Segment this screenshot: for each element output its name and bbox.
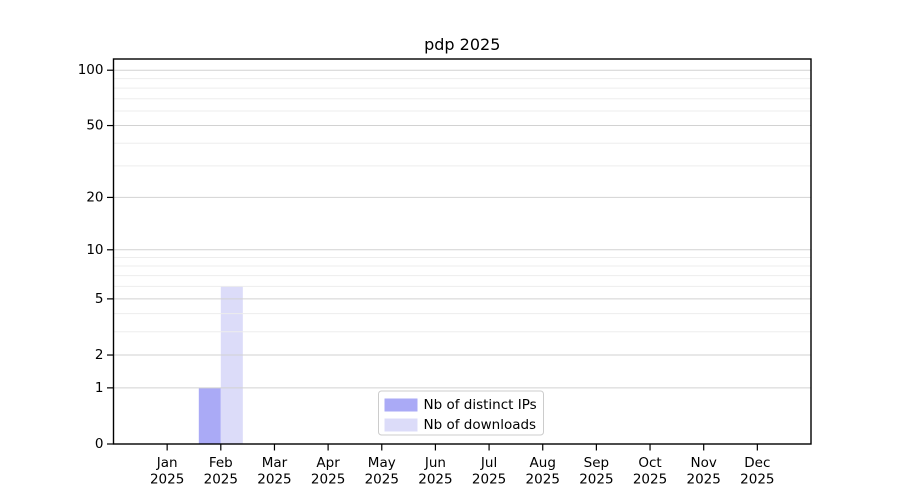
- legend-label-2: Nb of downloads: [424, 417, 537, 433]
- gridlines-minor: [113, 78, 811, 333]
- x-tick-label-year: 2025: [740, 472, 774, 488]
- legend: Nb of distinct IPs Nb of downloads: [378, 390, 544, 436]
- y-tick-label: 1: [95, 380, 104, 396]
- legend-box: [378, 390, 544, 436]
- x-tick-label-year: 2025: [418, 472, 452, 488]
- chart-title: pdp 2025: [424, 35, 500, 54]
- x-tick-label-month: Jan: [156, 455, 178, 471]
- x-tick-label-year: 2025: [365, 472, 399, 488]
- y-tick-label: 5: [95, 291, 104, 307]
- x-tick-label-year: 2025: [257, 472, 291, 488]
- bars-group: [198, 286, 243, 444]
- x-tick-label-month: Jun: [424, 455, 446, 471]
- y-tick-label: 100: [78, 62, 104, 78]
- x-tick-label-year: 2025: [472, 472, 506, 488]
- y-tick-label: 50: [86, 118, 103, 134]
- x-tick-label-month: Mar: [262, 455, 288, 471]
- x-tick-label-month: Oct: [638, 455, 661, 471]
- y-tick-label: 0: [95, 436, 104, 452]
- y-tick-label: 2: [95, 347, 104, 363]
- x-tick-label-month: Jul: [480, 455, 497, 471]
- bar-nb-of-downloads-feb: [220, 286, 243, 444]
- x-tick-label-month: May: [368, 455, 396, 471]
- y-tick-label: 10: [86, 242, 103, 258]
- x-tick-label-month: Dec: [744, 455, 770, 471]
- legend-label-1: Nb of distinct IPs: [424, 397, 537, 413]
- y-tick-label: 20: [86, 189, 103, 205]
- x-tick-label-year: 2025: [311, 472, 345, 488]
- legend-swatch-2: [384, 418, 418, 432]
- x-tick-label-month: Nov: [691, 455, 717, 471]
- y-axis: [107, 69, 114, 445]
- x-tick-label-year: 2025: [204, 472, 238, 488]
- x-tick-label-month: Aug: [530, 455, 556, 471]
- x-tick-label-month: Feb: [209, 455, 233, 471]
- x-tick-label-month: Apr: [316, 455, 340, 471]
- bar-nb-of-distinct-ips-feb: [198, 387, 221, 444]
- x-tick-label-year: 2025: [526, 472, 560, 488]
- gridlines-major: [113, 69, 811, 389]
- axes-spines: [112, 58, 812, 445]
- x-tick-label-month: Sep: [584, 455, 609, 471]
- plot-area: [113, 59, 811, 444]
- x-tick-label-year: 2025: [150, 472, 184, 488]
- x-tick-label-year: 2025: [579, 472, 613, 488]
- legend-swatch-1: [384, 398, 418, 412]
- x-axis: [166, 444, 758, 451]
- x-tick-label-year: 2025: [633, 472, 667, 488]
- x-tick-label-year: 2025: [687, 472, 721, 488]
